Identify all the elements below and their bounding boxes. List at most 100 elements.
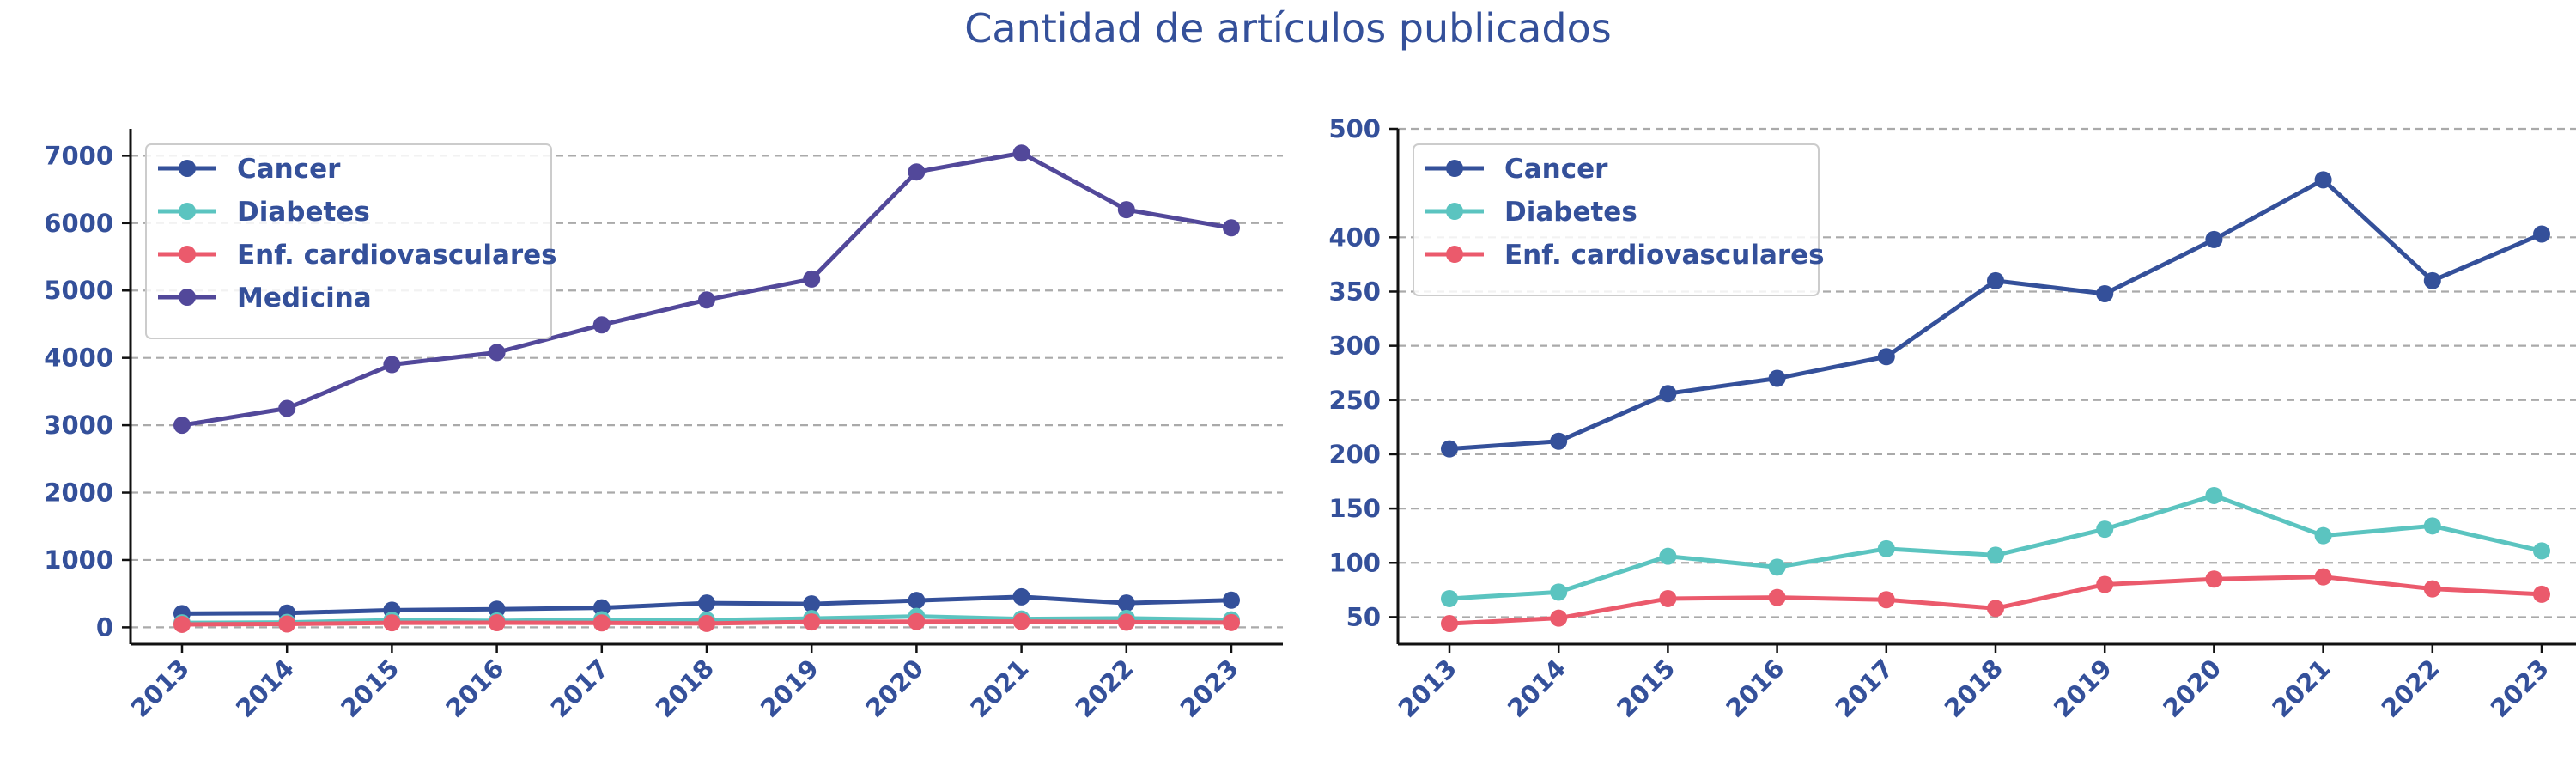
data-point-enf-cardiovasculares bbox=[698, 614, 715, 632]
data-point-enf-cardiovasculares bbox=[2205, 570, 2223, 588]
data-point-medicina bbox=[488, 344, 506, 362]
data-point-enf-cardiovasculares bbox=[2423, 580, 2441, 598]
data-point-enf-cardiovasculares bbox=[173, 615, 191, 633]
data-point-cancer bbox=[1550, 432, 1568, 450]
chart-title: Cantidad de artículos publicados bbox=[964, 5, 1612, 52]
x-tick-label: 2016 bbox=[1720, 654, 1789, 723]
data-point-diabetes bbox=[1659, 547, 1677, 565]
data-point-cancer bbox=[2314, 171, 2332, 189]
data-point-enf-cardiovasculares bbox=[1012, 612, 1030, 630]
data-point-medicina bbox=[383, 356, 401, 374]
y-tick-label: 250 bbox=[1328, 386, 1381, 415]
data-point-cancer bbox=[1117, 594, 1135, 612]
data-point-cancer bbox=[2205, 230, 2223, 248]
y-tick-label: 50 bbox=[1346, 602, 1381, 631]
x-tick-label: 2014 bbox=[1502, 654, 1571, 723]
x-tick-label: 2019 bbox=[2048, 654, 2117, 723]
x-tick-label: 2020 bbox=[2157, 654, 2227, 723]
data-point-cancer bbox=[1659, 385, 1677, 403]
data-point-diabetes bbox=[2096, 520, 2114, 539]
data-point-enf-cardiovasculares bbox=[1117, 613, 1135, 631]
data-point-medicina bbox=[278, 399, 296, 417]
legend-swatch-marker bbox=[179, 160, 196, 177]
data-point-diabetes bbox=[1768, 558, 1786, 576]
data-point-cancer bbox=[1768, 369, 1786, 387]
legend-swatch-marker bbox=[179, 289, 196, 306]
legend-swatch-marker bbox=[1446, 246, 1463, 263]
data-point-enf-cardiovasculares bbox=[2096, 575, 2114, 593]
legend-swatch-marker bbox=[1446, 160, 1463, 177]
data-point-medicina bbox=[803, 270, 821, 288]
data-point-cancer bbox=[1877, 348, 1895, 366]
data-point-enf-cardiovasculares bbox=[383, 614, 401, 632]
data-point-enf-cardiovasculares bbox=[2533, 585, 2550, 603]
data-point-cancer bbox=[803, 595, 821, 613]
data-point-diabetes bbox=[2423, 517, 2441, 535]
data-point-enf-cardiovasculares bbox=[1223, 613, 1240, 631]
legend-swatch-marker bbox=[179, 246, 196, 263]
x-tick-label: 2015 bbox=[1611, 654, 1680, 723]
data-point-enf-cardiovasculares bbox=[1659, 589, 1677, 607]
y-tick-label: 200 bbox=[1328, 440, 1381, 469]
data-point-cancer bbox=[908, 592, 926, 610]
data-point-medicina bbox=[1012, 144, 1030, 162]
data-point-diabetes bbox=[1441, 589, 1458, 607]
x-tick-label: 2017 bbox=[1830, 654, 1899, 723]
y-tick-label: 6000 bbox=[44, 209, 113, 238]
y-tick-label: 400 bbox=[1328, 222, 1381, 252]
y-tick-label: 3000 bbox=[44, 411, 113, 440]
data-point-medicina bbox=[173, 417, 191, 435]
data-point-cancer bbox=[1012, 587, 1030, 606]
data-point-medicina bbox=[592, 316, 611, 334]
data-point-enf-cardiovasculares bbox=[1877, 591, 1895, 609]
data-point-diabetes bbox=[2314, 526, 2332, 545]
legend-label-enf-cardiovasculares: Enf. cardiovasculares bbox=[1504, 240, 1825, 271]
data-point-medicina bbox=[698, 291, 715, 309]
x-tick-label: 2021 bbox=[2266, 654, 2336, 723]
data-point-enf-cardiovasculares bbox=[908, 612, 926, 630]
x-tick-label: 2022 bbox=[2376, 654, 2445, 723]
y-tick-label: 350 bbox=[1328, 277, 1381, 306]
data-point-enf-cardiovasculares bbox=[592, 614, 611, 632]
data-point-diabetes bbox=[2205, 486, 2223, 504]
data-point-cancer bbox=[592, 599, 611, 617]
legend-swatch-marker bbox=[179, 203, 196, 220]
y-tick-label: 7000 bbox=[44, 141, 113, 170]
data-point-enf-cardiovasculares bbox=[2314, 568, 2332, 586]
y-tick-label: 500 bbox=[1328, 114, 1381, 143]
legend-label-enf-cardiovasculares: Enf. cardiovasculares bbox=[237, 240, 557, 271]
data-point-enf-cardiovasculares bbox=[1550, 609, 1568, 627]
data-point-medicina bbox=[1223, 219, 1240, 237]
y-tick-label: 1000 bbox=[44, 545, 113, 575]
legend-label-medicina: Medicina bbox=[237, 283, 372, 313]
y-tick-label: 300 bbox=[1328, 332, 1381, 361]
data-point-enf-cardiovasculares bbox=[1768, 588, 1786, 606]
y-tick-label: 0 bbox=[96, 612, 113, 642]
data-point-enf-cardiovasculares bbox=[1441, 615, 1458, 632]
data-point-cancer bbox=[2096, 285, 2114, 302]
data-point-cancer bbox=[1987, 271, 2004, 289]
data-point-cancer bbox=[2423, 271, 2441, 289]
data-point-diabetes bbox=[1550, 583, 1568, 601]
legend-box bbox=[1413, 143, 1820, 296]
data-point-medicina bbox=[908, 163, 926, 181]
data-point-diabetes bbox=[2533, 542, 2550, 560]
legend-swatch-marker bbox=[1446, 203, 1463, 220]
x-tick-label: 2023 bbox=[2485, 654, 2555, 723]
legend-label-diabetes: Diabetes bbox=[1504, 197, 1637, 228]
y-tick-label: 150 bbox=[1328, 494, 1381, 523]
data-point-enf-cardiovasculares bbox=[488, 614, 506, 632]
data-point-cancer bbox=[698, 594, 715, 612]
y-tick-label: 4000 bbox=[44, 344, 113, 373]
legend-label-cancer: Cancer bbox=[1504, 154, 1608, 185]
data-point-enf-cardiovasculares bbox=[278, 615, 296, 633]
legend-box bbox=[145, 143, 552, 339]
data-point-diabetes bbox=[1987, 546, 2004, 564]
data-point-cancer bbox=[1223, 591, 1240, 609]
data-point-diabetes bbox=[1877, 539, 1895, 557]
x-tick-label: 2013 bbox=[1393, 654, 1462, 723]
y-tick-label: 100 bbox=[1328, 548, 1381, 577]
data-point-cancer bbox=[1441, 440, 1458, 458]
